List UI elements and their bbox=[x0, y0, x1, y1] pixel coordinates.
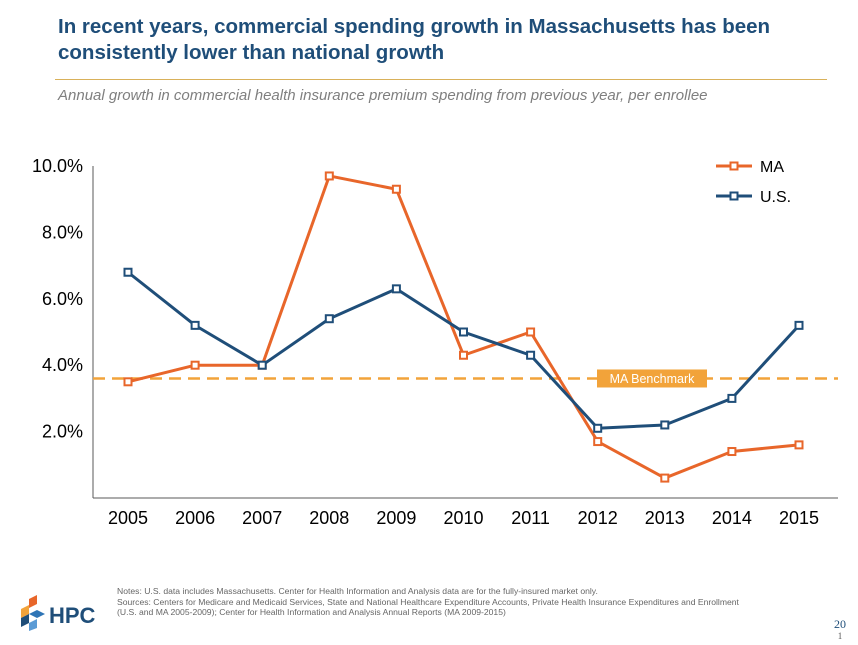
legend-label: MA bbox=[760, 159, 784, 176]
data-point bbox=[123, 377, 133, 387]
data-point bbox=[123, 267, 133, 277]
footnote-line: (U.S. and MA 2005-2009); Center for Heal… bbox=[117, 607, 506, 618]
data-point bbox=[727, 447, 737, 457]
data-point bbox=[257, 360, 267, 370]
y-tick-label: 4.0% bbox=[42, 355, 83, 375]
hpc-logo-icon bbox=[21, 595, 45, 631]
footnote-line: Sources: Centers for Medicare and Medica… bbox=[117, 596, 739, 607]
data-point bbox=[190, 320, 200, 330]
page-title: In recent years, commercial spending gro… bbox=[58, 15, 771, 64]
logo-text: HPC bbox=[49, 603, 96, 628]
data-point bbox=[660, 420, 670, 430]
x-tick-label: 2009 bbox=[376, 508, 416, 528]
data-point bbox=[190, 360, 200, 370]
line-chart: 2.0% 4.0% 6.0% 8.0% 10.0% 2005 2006 2007 2008 200… bbox=[32, 156, 838, 528]
x-tick-label: 2012 bbox=[578, 508, 618, 528]
series-line-ma bbox=[127, 174, 800, 480]
page-number: 20 1 bbox=[834, 618, 846, 642]
data-point bbox=[459, 350, 468, 360]
y-tick-label: 2.0% bbox=[42, 422, 83, 442]
x-tick-label: 2005 bbox=[108, 508, 148, 528]
x-tick-label: 2006 bbox=[175, 508, 215, 528]
page-number-main: 20 bbox=[834, 617, 846, 631]
y-tick-label: 6.0% bbox=[42, 289, 83, 309]
data-point bbox=[391, 184, 401, 194]
data-point bbox=[593, 423, 603, 433]
data-point bbox=[727, 393, 737, 403]
data-point bbox=[526, 327, 536, 337]
data-point bbox=[526, 350, 536, 360]
legend-marker bbox=[729, 191, 739, 201]
data-point bbox=[324, 314, 334, 324]
title-divider bbox=[55, 79, 827, 80]
data-point bbox=[794, 440, 804, 450]
x-tick-label: 2015 bbox=[779, 508, 819, 528]
data-point bbox=[324, 171, 334, 181]
x-tick-label: 2010 bbox=[443, 508, 483, 528]
legend-marker bbox=[729, 161, 739, 171]
footnotes: Notes: U.S. data includes Massachusetts.… bbox=[117, 586, 835, 618]
chart-subtitle: Annual growth in commercial health insur… bbox=[58, 87, 708, 104]
data-point bbox=[391, 284, 401, 294]
benchmark-label: MA Benchmark bbox=[610, 372, 696, 386]
x-tick-label: 2008 bbox=[309, 508, 349, 528]
data-point bbox=[459, 327, 468, 337]
data-point bbox=[794, 320, 804, 330]
data-point bbox=[593, 437, 603, 447]
footnote-line: Notes: U.S. data includes Massachusetts.… bbox=[117, 586, 598, 596]
data-point bbox=[660, 473, 670, 483]
x-tick-label: 2014 bbox=[712, 508, 752, 528]
page-number-sub: 1 bbox=[837, 631, 843, 641]
x-tick-label: 2013 bbox=[645, 508, 685, 528]
x-tick-label: 2011 bbox=[511, 508, 550, 528]
y-tick-label: 10.0% bbox=[32, 156, 83, 176]
legend-label: U.S. bbox=[760, 189, 791, 206]
benchmark-label-bg bbox=[597, 369, 707, 388]
x-tick-label: 2007 bbox=[242, 508, 282, 528]
series-line-us bbox=[127, 271, 801, 430]
y-tick-label: 8.0% bbox=[42, 222, 83, 242]
